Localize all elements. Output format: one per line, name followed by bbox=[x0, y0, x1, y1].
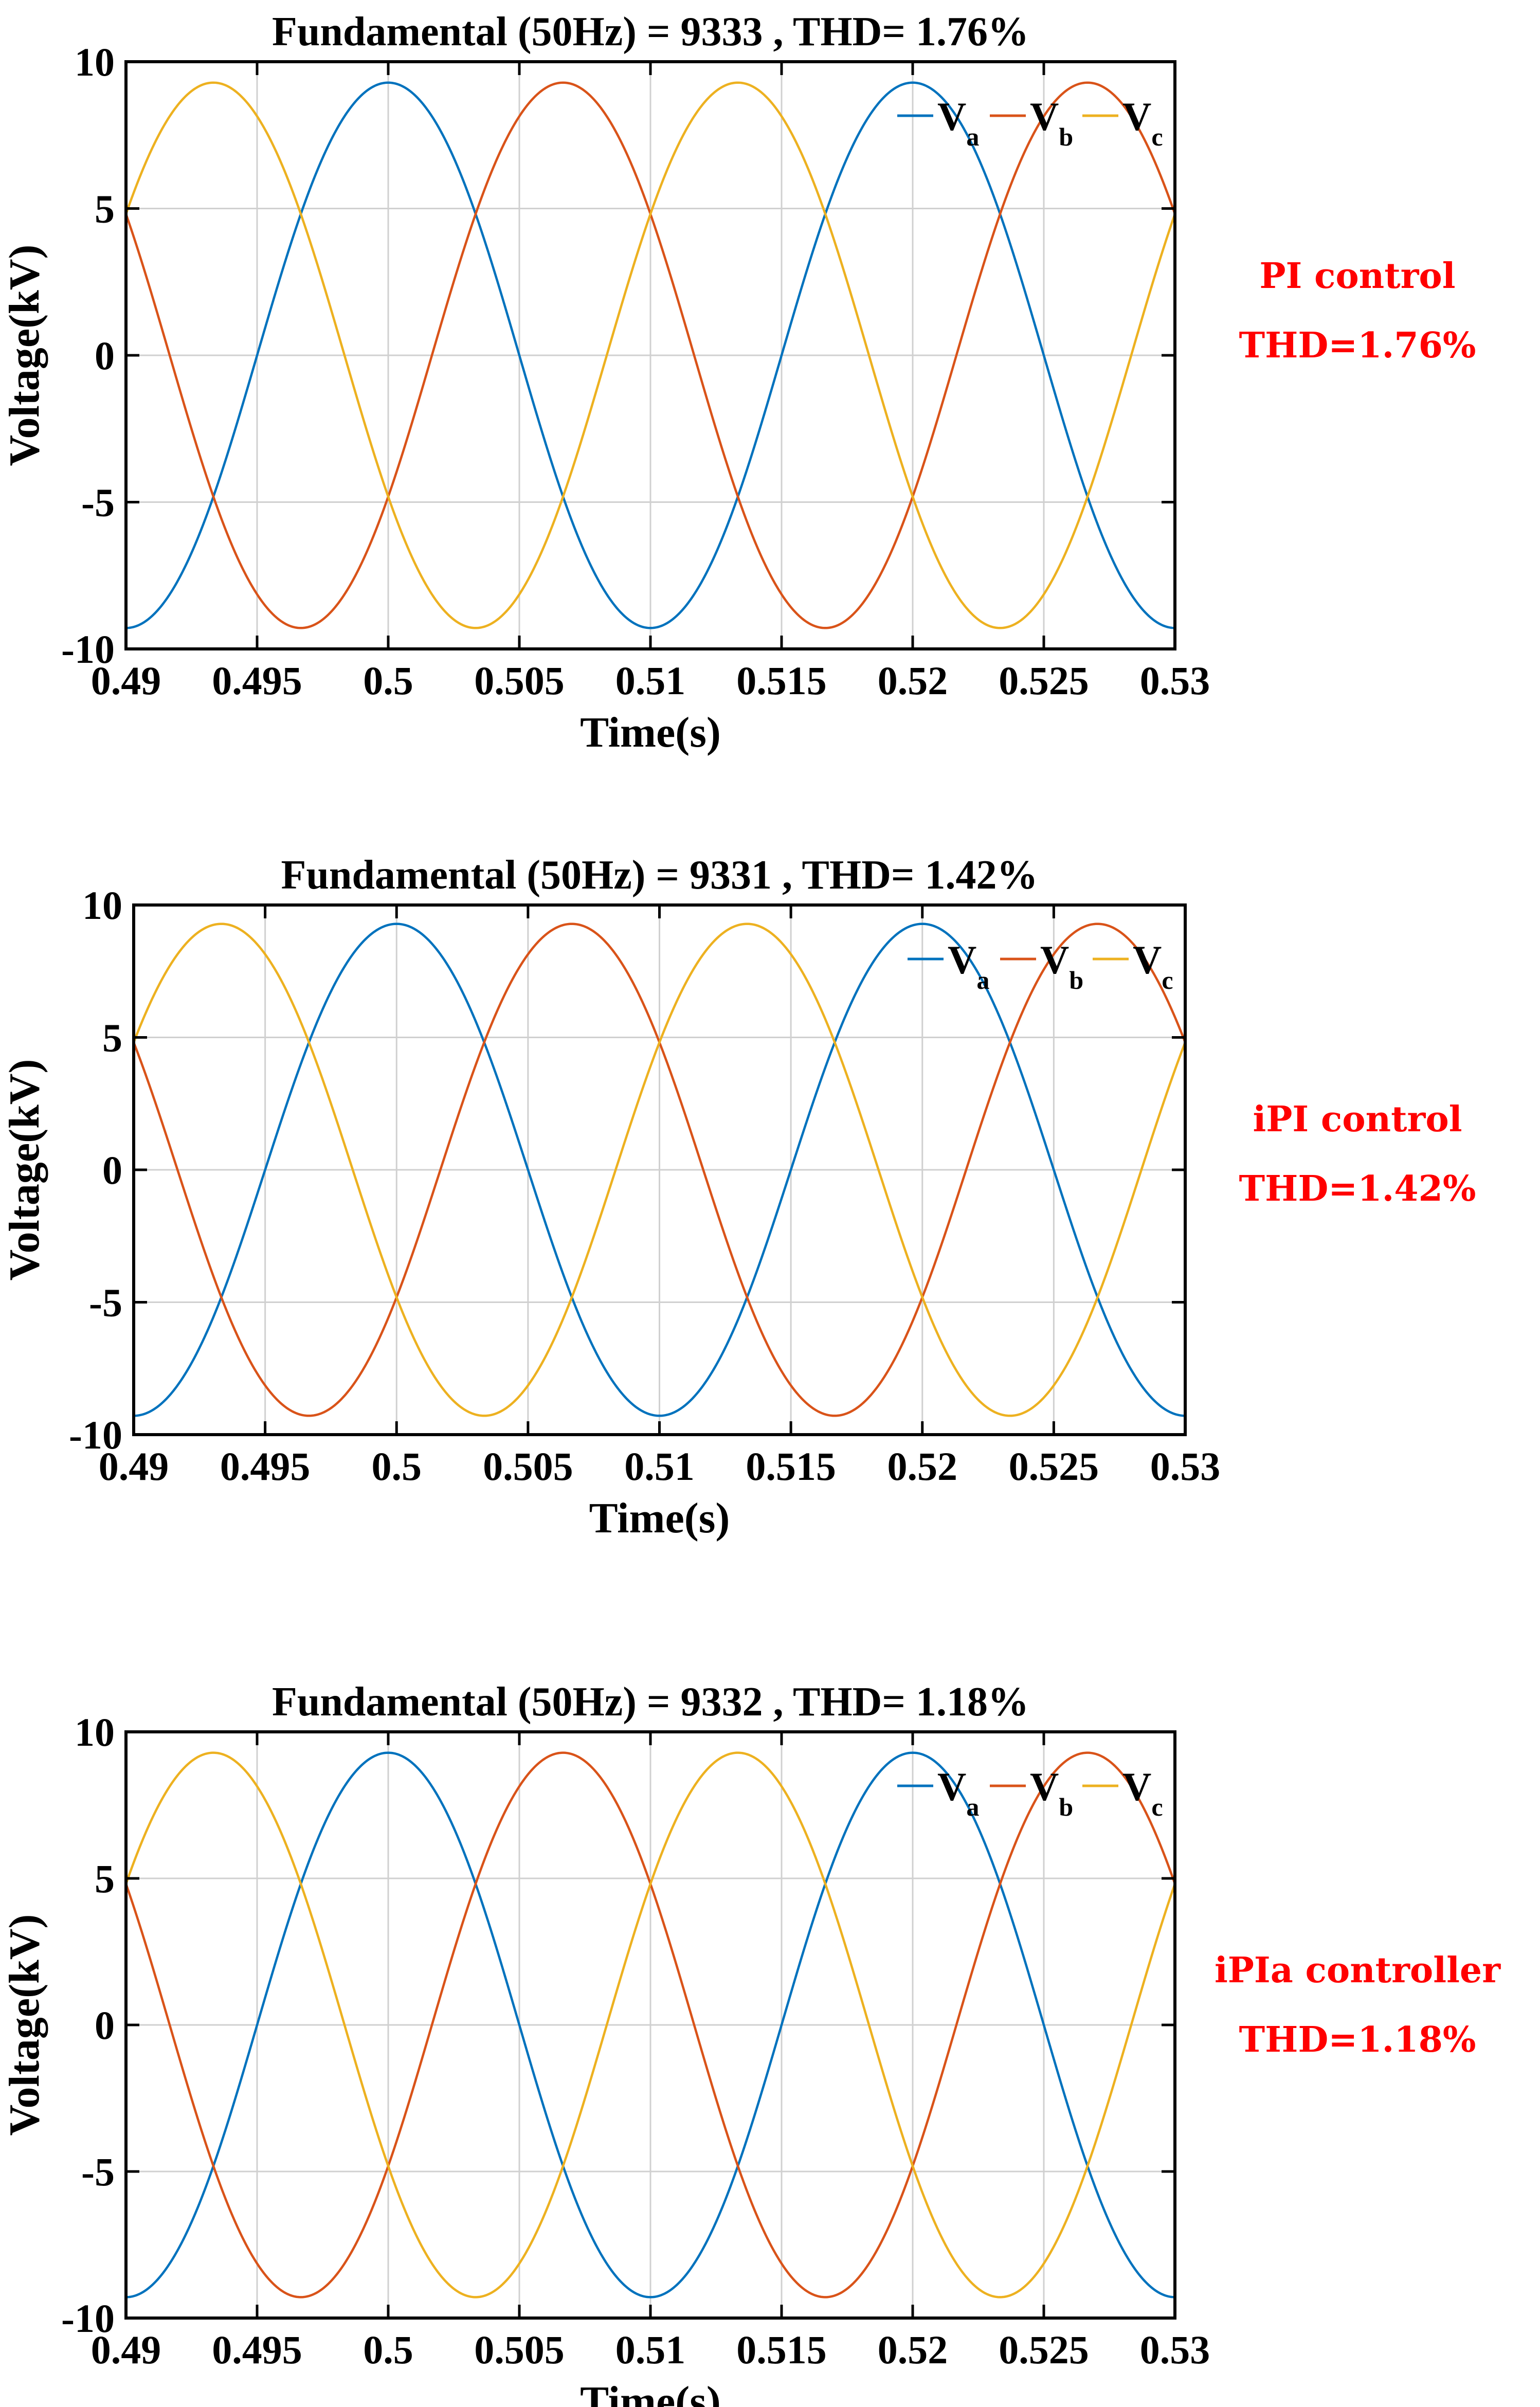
annotation-method: PI control bbox=[1259, 256, 1456, 297]
legend-entry-va: Va bbox=[908, 937, 989, 994]
x-tick-label: 0.505 bbox=[474, 2327, 565, 2372]
x-tick-label: 0.49 bbox=[91, 658, 161, 703]
series-line-vc bbox=[124, 1751, 1176, 2299]
annotation-thd: THD=1.42% bbox=[1239, 1168, 1476, 1209]
x-tick-label: 0.52 bbox=[887, 1444, 958, 1489]
x-tick-label: 0.53 bbox=[1140, 658, 1210, 703]
legend-entry-va: Va bbox=[897, 94, 979, 151]
x-axis-label: Time(s) bbox=[580, 2378, 721, 2407]
x-tick-label: 0.495 bbox=[212, 2327, 302, 2372]
x-tick-label: 0.51 bbox=[615, 658, 686, 703]
y-axis-label: Voltage(kV) bbox=[1, 1059, 48, 1281]
legend-label: Vb bbox=[1030, 94, 1073, 151]
x-tick-label: 0.5 bbox=[372, 1444, 422, 1489]
annotation-thd: THD=1.76% bbox=[1239, 325, 1476, 366]
x-tick-label: 0.5 bbox=[363, 658, 413, 703]
x-tick-label: 0.505 bbox=[474, 658, 565, 703]
y-tick-label: 5 bbox=[102, 1016, 122, 1060]
y-axis-label: Voltage(kV) bbox=[1, 1914, 48, 2136]
legend-label: Vb bbox=[1040, 937, 1083, 994]
x-tick-label: 0.515 bbox=[736, 2327, 827, 2372]
legend-entry-vc: Vc bbox=[1093, 937, 1173, 994]
x-tick-label: 0.49 bbox=[91, 2327, 161, 2372]
legend-label: Va bbox=[937, 94, 979, 151]
legend-entry-vb: Vb bbox=[1000, 937, 1083, 994]
y-tick-label: 10 bbox=[75, 1710, 115, 1754]
annotation-pi-control: PI control THD=1.76% bbox=[1198, 242, 1517, 381]
y-tick-label: -5 bbox=[89, 1280, 122, 1325]
y-axis-label: Voltage(kV) bbox=[1, 245, 48, 466]
x-tick-label: 0.49 bbox=[99, 1444, 169, 1489]
y-tick-label: 5 bbox=[95, 187, 115, 231]
annotation-thd: THD=1.18% bbox=[1239, 2019, 1476, 2060]
chart-1: 0.49 0.495 0.5 0.505 0.51 0.515 0.52 0.525 0.53 1… bbox=[1, 9, 1210, 756]
x-tick-label: 0.495 bbox=[220, 1444, 311, 1489]
x-tick-label: 0.495 bbox=[212, 658, 302, 703]
x-tick-label: 0.525 bbox=[999, 658, 1089, 703]
annotation-ipi-control: iPI control THD=1.42% bbox=[1198, 1085, 1517, 1224]
y-tick-label: -10 bbox=[69, 1413, 122, 1457]
x-tick-label: 0.52 bbox=[878, 658, 948, 703]
annotation-method: iPI control bbox=[1253, 1099, 1462, 1140]
legend-entry-vb: Vb bbox=[990, 94, 1073, 151]
y-tick-label: 10 bbox=[75, 40, 115, 84]
legend-label: Va bbox=[937, 1764, 979, 1821]
x-axis-label: Time(s) bbox=[589, 1494, 730, 1542]
legend-entry-vc: Vc bbox=[1082, 1764, 1163, 1821]
legend-label: Vc bbox=[1133, 937, 1173, 994]
x-tick-label: 0.5 bbox=[363, 2327, 413, 2372]
legend-entry-va: Va bbox=[897, 1764, 979, 1821]
legend-entry-vc: Vc bbox=[1082, 94, 1163, 151]
chart-3: 0.49 0.495 0.5 0.505 0.51 0.515 0.52 0.525 0.53 1… bbox=[1, 1679, 1210, 2407]
y-tick-label: 10 bbox=[82, 883, 122, 928]
legend-entry-vb: Vb bbox=[990, 1764, 1073, 1821]
chart-2: 0.49 0.495 0.5 0.505 0.51 0.515 0.52 0.525 0.53 1… bbox=[1, 853, 1220, 1542]
legend-label: Va bbox=[948, 937, 989, 994]
x-tick-label: 0.525 bbox=[1009, 1444, 1099, 1489]
y-tick-label: 5 bbox=[95, 1856, 115, 1901]
legend-label: Vc bbox=[1122, 94, 1163, 151]
x-tick-label: 0.51 bbox=[615, 2327, 686, 2372]
x-tick-label: 0.515 bbox=[736, 658, 827, 703]
y-tick-label: 0 bbox=[95, 333, 115, 378]
x-tick-label: 0.52 bbox=[878, 2327, 948, 2372]
legend-label: Vc bbox=[1122, 1764, 1163, 1821]
chart-title: Fundamental (50Hz) = 9333 , THD= 1.76% bbox=[272, 9, 1029, 55]
annotation-method: iPIa controller bbox=[1214, 1950, 1501, 1991]
y-tick-label: 0 bbox=[95, 2003, 115, 2048]
y-tick-label: -5 bbox=[81, 2149, 115, 2194]
x-tick-label: 0.53 bbox=[1150, 1444, 1221, 1489]
chart-title: Fundamental (50Hz) = 9332 , THD= 1.18% bbox=[272, 1679, 1029, 1725]
series-line-vc bbox=[132, 922, 1187, 1417]
y-tick-label: -10 bbox=[61, 627, 115, 672]
chart-title: Fundamental (50Hz) = 9331 , THD= 1.42% bbox=[281, 853, 1038, 898]
x-axis-label: Time(s) bbox=[580, 709, 721, 756]
y-tick-label: 0 bbox=[102, 1148, 122, 1192]
x-tick-label: 0.505 bbox=[483, 1444, 573, 1489]
y-tick-label: -5 bbox=[81, 480, 115, 525]
y-tick-label: -10 bbox=[61, 2296, 115, 2341]
x-tick-label: 0.525 bbox=[999, 2327, 1089, 2372]
series-line-vc bbox=[124, 81, 1176, 629]
x-tick-label: 0.515 bbox=[746, 1444, 836, 1489]
x-tick-label: 0.51 bbox=[624, 1444, 695, 1489]
legend-label: Vb bbox=[1030, 1764, 1073, 1821]
annotation-ipia-controller: iPIa controller THD=1.18% bbox=[1198, 1936, 1517, 2075]
x-tick-label: 0.53 bbox=[1140, 2327, 1210, 2372]
